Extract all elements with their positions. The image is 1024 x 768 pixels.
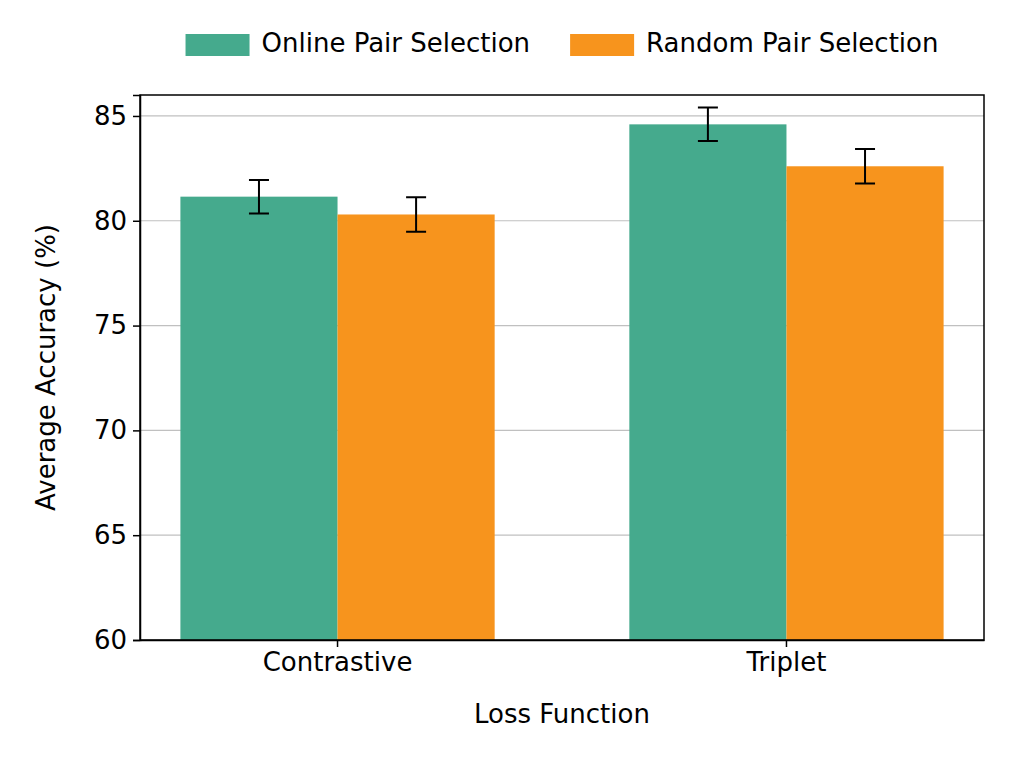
error-bars: [406, 149, 875, 232]
bar: [786, 166, 943, 640]
bar: [338, 214, 495, 640]
y-tick-label: 60: [94, 625, 127, 655]
x-tick: Contrastive: [263, 640, 413, 677]
series: [338, 166, 944, 640]
y-tick-mark: [133, 430, 140, 432]
x-axis-title: Loss Function: [474, 699, 650, 729]
y-axis: 60 65 70 75 80 85: [94, 96, 141, 655]
marks: [180, 108, 943, 640]
error-bar: [406, 197, 426, 231]
x-tick-mark: [786, 640, 788, 647]
plot: 60 65 70 75 80 85 Contrastive Triplet: [94, 95, 985, 677]
legend-item: Random Pair Selection: [570, 28, 938, 58]
legend: Online Pair Selection Random Pair Selecti…: [186, 28, 939, 58]
legend-swatch: [186, 34, 250, 56]
y-tick-mark: [133, 116, 140, 118]
error-bar: [249, 180, 269, 214]
legend-label: Random Pair Selection: [646, 28, 938, 58]
legend-swatch: [570, 34, 634, 56]
chart: 60 65 70 75 80 85 Contrastive Triplet Loss Funct…: [0, 0, 1024, 768]
bar: [180, 197, 337, 640]
grid: [140, 116, 984, 640]
error-bar: [698, 108, 718, 142]
y-tick-mark: [133, 535, 140, 537]
x-axis: Contrastive Triplet: [141, 640, 985, 677]
y-tick: 80: [94, 206, 140, 236]
y-tick: 65: [94, 520, 140, 550]
y-tick: 85: [94, 101, 140, 131]
y-tick-label: 75: [94, 310, 127, 340]
grid-line: [140, 115, 984, 116]
bar: [629, 124, 786, 640]
legend-label: Online Pair Selection: [262, 28, 531, 58]
y-tick-label: 85: [94, 101, 127, 131]
y-tick: 75: [94, 310, 140, 340]
y-tick-mark: [133, 221, 140, 223]
x-tick-label: Contrastive: [263, 647, 413, 677]
plot-frame: [140, 95, 984, 640]
y-tick: 70: [94, 415, 140, 445]
y-tick: 60: [94, 625, 140, 655]
y-tick-label: 65: [94, 520, 127, 550]
error-bar: [855, 149, 875, 183]
error-bars: [249, 108, 718, 214]
y-tick-mark: [133, 640, 140, 642]
y-tick-label: 70: [94, 415, 127, 445]
x-tick: Triplet: [746, 640, 827, 677]
y-tick-mark: [133, 325, 140, 327]
x-tick-label: Triplet: [746, 647, 827, 677]
series: [180, 124, 786, 640]
y-tick-label: 80: [94, 206, 127, 236]
legend-item: Online Pair Selection: [186, 28, 531, 58]
x-tick-mark: [337, 640, 339, 647]
y-axis-title: Average Accuracy (%): [31, 224, 61, 511]
